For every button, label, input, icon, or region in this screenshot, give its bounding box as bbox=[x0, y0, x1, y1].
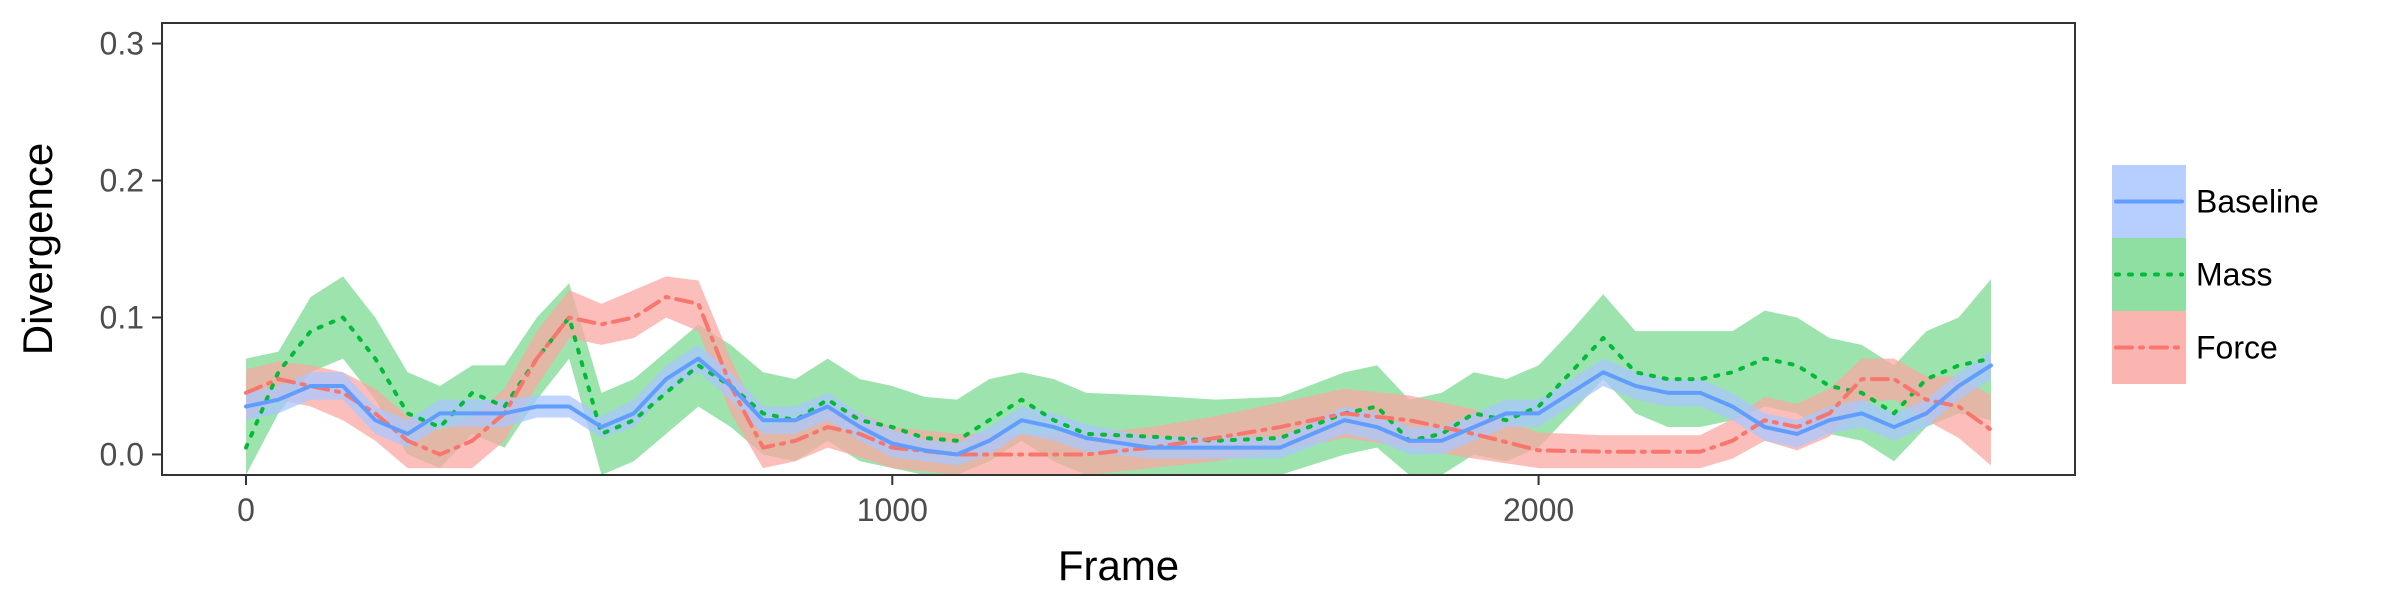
legend-item-mass[interactable]: Mass bbox=[2112, 238, 2272, 311]
x-axis: 0 1000 2000 bbox=[237, 475, 1574, 528]
y-tick-label: 0.2 bbox=[100, 163, 144, 199]
legend-item-force[interactable]: Force bbox=[2112, 311, 2278, 384]
y-tick-label: 0.0 bbox=[100, 436, 144, 472]
y-tick-label: 0.3 bbox=[100, 26, 144, 62]
legend-label-force: Force bbox=[2196, 330, 2278, 366]
baseline-line bbox=[244, 356, 1993, 457]
x-tick-label: 0 bbox=[237, 492, 255, 528]
plot-panel-border bbox=[161, 22, 2076, 476]
mass-confidence-band bbox=[246, 276, 1991, 475]
legend-item-baseline[interactable]: Baseline bbox=[2112, 165, 2319, 238]
y-axis: 0.0 0.1 0.2 0.3 bbox=[100, 26, 162, 472]
mass-line bbox=[244, 315, 1993, 450]
force-line bbox=[244, 294, 1993, 457]
legend-label-mass: Mass bbox=[2196, 257, 2272, 293]
series-lines bbox=[244, 294, 1993, 457]
legend[interactable]: Baseline Mass Force bbox=[2112, 165, 2319, 384]
y-tick-label: 0.1 bbox=[100, 299, 144, 335]
y-axis-title: Divergence bbox=[14, 143, 61, 355]
x-tick-label: 2000 bbox=[1503, 492, 1574, 528]
legend-key-mass bbox=[2112, 238, 2186, 311]
legend-label-baseline: Baseline bbox=[2196, 184, 2319, 220]
x-tick-label: 1000 bbox=[857, 492, 928, 528]
baseline-confidence-band bbox=[246, 344, 1991, 466]
x-axis-title: Frame bbox=[1058, 542, 1179, 589]
